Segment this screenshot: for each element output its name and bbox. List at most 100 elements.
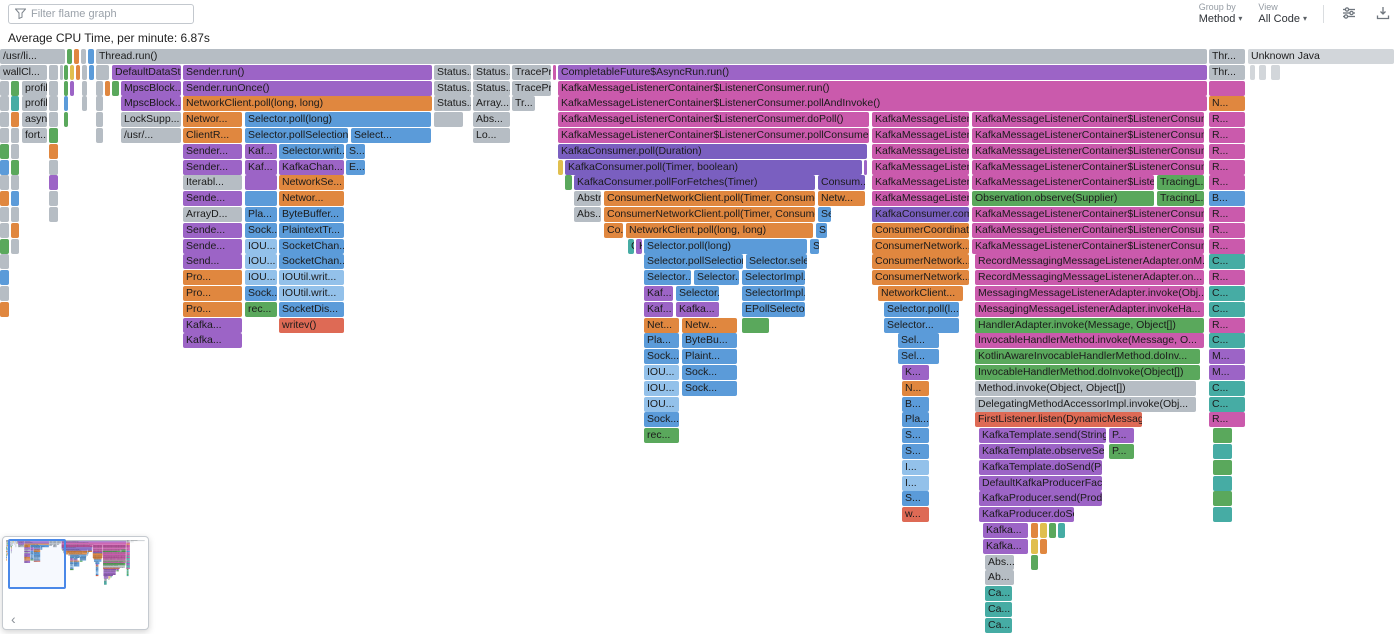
flame-frame-sliver[interactable] (11, 112, 19, 128)
flame-frame-sliver[interactable] (49, 191, 58, 207)
flame-frame[interactable]: Sende... (183, 222, 242, 238)
flame-frame[interactable]: Selector.writ... (279, 143, 344, 159)
flame-frame[interactable]: Sel... (818, 207, 831, 222)
flame-frame-sliver[interactable] (1213, 475, 1232, 491)
flame-frame[interactable]: IOU... (644, 365, 679, 380)
flame-frame[interactable]: Netw... (818, 191, 865, 207)
flame-frame[interactable]: TracingL... (1157, 175, 1204, 191)
flame-frame[interactable]: KafkaMessageListenerContainer$ListenerCo… (558, 96, 1207, 112)
flame-frame[interactable]: IOU... (245, 238, 277, 254)
flame-frame[interactable]: S... (816, 222, 827, 238)
flame-frame[interactable]: w... (902, 507, 929, 523)
flame-frame-sliver[interactable] (11, 191, 19, 207)
chevron-left-icon[interactable]: ‹ (11, 611, 16, 627)
flame-frame-sliver[interactable] (1040, 523, 1047, 538)
flame-frame[interactable]: IOUtil.writ... (279, 270, 344, 286)
flame-frame[interactable]: NetworkClient.poll(long, long) (626, 222, 813, 238)
flame-frame[interactable]: Abstract... (574, 191, 601, 207)
flame-frame-sliver[interactable] (49, 175, 58, 191)
flame-frame[interactable]: Pro... (183, 286, 242, 301)
flame-frame[interactable]: B... (1209, 191, 1245, 207)
flame-frame[interactable]: FirstListener.listen(DynamicMessage) (975, 412, 1142, 428)
flame-frame[interactable]: SelectorImpl... (742, 270, 805, 286)
flame-frame[interactable]: E... (346, 159, 365, 175)
flame-frame-sliver[interactable] (1213, 459, 1232, 475)
flame-frame[interactable]: NetworkClient... (878, 286, 963, 301)
flame-frame[interactable]: SocketChan... (279, 238, 344, 254)
flame-frame[interactable]: KafkaMessageListenerContainer$ListenerCo… (972, 128, 1204, 143)
flame-frame[interactable]: C... (1209, 254, 1245, 270)
flame-frame[interactable]: P... (1109, 444, 1134, 459)
flame-frame[interactable]: Ca... (985, 602, 1012, 617)
flame-frame[interactable]: CompletableFuture$AsyncRun.run() (558, 64, 1207, 80)
flame-frame[interactable]: DefaultKafkaProducerFactory$C... (979, 475, 1102, 491)
flame-frame[interactable]: ClientR... (183, 128, 242, 143)
flame-frame[interactable]: RecordMessagingMessageListenerAdapter.on… (975, 254, 1204, 270)
flame-frame[interactable]: KafkaTemplate.send(String, Obje... (979, 428, 1106, 444)
flame-frame[interactable]: Sende... (183, 238, 242, 254)
flame-frame[interactable]: KafkaMessageListenerC... (872, 143, 969, 159)
flame-frame-sliver[interactable] (0, 222, 9, 238)
flame-frame[interactable]: KafkaMessageListenerContainer$ListenerCo… (972, 159, 1204, 175)
flame-frame-sliver[interactable] (0, 159, 9, 175)
flame-frame-sliver[interactable] (1058, 523, 1065, 538)
flame-frame-sliver[interactable] (96, 128, 103, 143)
flame-frame-sliver[interactable] (49, 128, 58, 143)
flame-frame[interactable]: profil... (22, 96, 47, 112)
flame-frame-sliver[interactable] (49, 159, 58, 175)
flame-frame[interactable]: ConsumerCoordinator.... (872, 222, 969, 238)
flame-frame[interactable]: Abs... (985, 554, 1014, 570)
flame-frame[interactable]: Selector... (694, 270, 739, 286)
flame-frame[interactable]: Status... (434, 64, 471, 80)
flame-frame-sliver[interactable] (0, 254, 9, 270)
flame-frame[interactable]: KafkaMessageListenerContainer$ListenerCo… (972, 238, 1204, 254)
flame-frame[interactable]: KafkaMessageListenerContainer$ListenerCo… (558, 80, 1207, 96)
flame-frame[interactable]: Sender.runOnce() (183, 80, 432, 96)
flame-frame-sliver[interactable] (49, 64, 58, 80)
flame-frame-sliver[interactable] (553, 64, 556, 80)
flame-frame[interactable]: ConsumerNetwork... (872, 254, 969, 270)
flame-frame[interactable]: NetworkSe... (279, 175, 344, 191)
flame-frame[interactable]: C... (1209, 286, 1245, 301)
flame-frame-sliver[interactable] (96, 64, 109, 80)
flame-frame[interactable]: M... (1209, 349, 1245, 365)
flame-frame[interactable]: Sock... (644, 412, 679, 428)
flame-frame[interactable]: Thread.run() (96, 49, 1207, 64)
flame-frame[interactable]: Kafka... (983, 538, 1028, 554)
flame-frame[interactable]: Pla... (245, 207, 277, 222)
flame-frame[interactable]: N... (902, 380, 929, 396)
flame-frame-sliver[interactable] (1031, 523, 1038, 538)
flame-frame-sliver[interactable] (70, 80, 74, 96)
flame-frame[interactable]: IOU... (245, 254, 277, 270)
flame-frame-sliver[interactable] (11, 80, 19, 96)
flame-frame[interactable]: Net... (644, 317, 679, 333)
flame-frame-sliver[interactable] (245, 191, 277, 207)
flame-frame[interactable]: Sock... (245, 222, 277, 238)
flame-frame[interactable]: Ca... (985, 586, 1012, 602)
flame-frame[interactable]: Networ... (183, 112, 242, 128)
flame-frame[interactable]: N... (1209, 96, 1245, 112)
flame-frame-sliver[interactable] (82, 96, 87, 112)
flame-frame[interactable]: R... (1209, 159, 1245, 175)
flame-frame-sliver[interactable] (89, 64, 94, 80)
flame-frame[interactable]: K... (636, 238, 642, 254)
flame-frame[interactable]: ConsumerNetworkClient.poll(Timer, Consum… (604, 191, 815, 207)
flame-frame[interactable]: DefaultDataSt... (112, 64, 181, 80)
flame-frame-sliver[interactable] (60, 64, 63, 80)
flame-frame[interactable]: ConsumerNetworkClient.poll(Timer, Consum… (604, 207, 815, 222)
flame-frame-sliver[interactable] (64, 80, 68, 96)
flame-frame[interactable]: Selector.pollSelectionKey... (644, 254, 743, 270)
flame-frame[interactable]: KafkaMessageListenerC... (872, 191, 969, 207)
flame-frame[interactable]: TraceProc... (512, 80, 551, 96)
flame-frame-sliver[interactable] (245, 175, 277, 191)
flame-frame-sliver[interactable] (11, 175, 19, 191)
flame-frame[interactable]: RecordMessagingMessageListenerAdapter.on… (975, 270, 1204, 286)
flame-frame[interactable]: R... (1209, 238, 1245, 254)
flame-frame[interactable]: R... (1209, 143, 1245, 159)
settings-sliders-icon[interactable] (1340, 4, 1358, 22)
flame-frame-sliver[interactable] (49, 143, 58, 159)
flame-frame[interactable]: KafkaMessageListenerContainer$ListenerCo… (558, 112, 869, 128)
flame-frame-sliver[interactable] (0, 270, 9, 286)
flame-frame-sliver[interactable] (11, 143, 19, 159)
flame-frame-sliver[interactable] (1213, 444, 1232, 459)
